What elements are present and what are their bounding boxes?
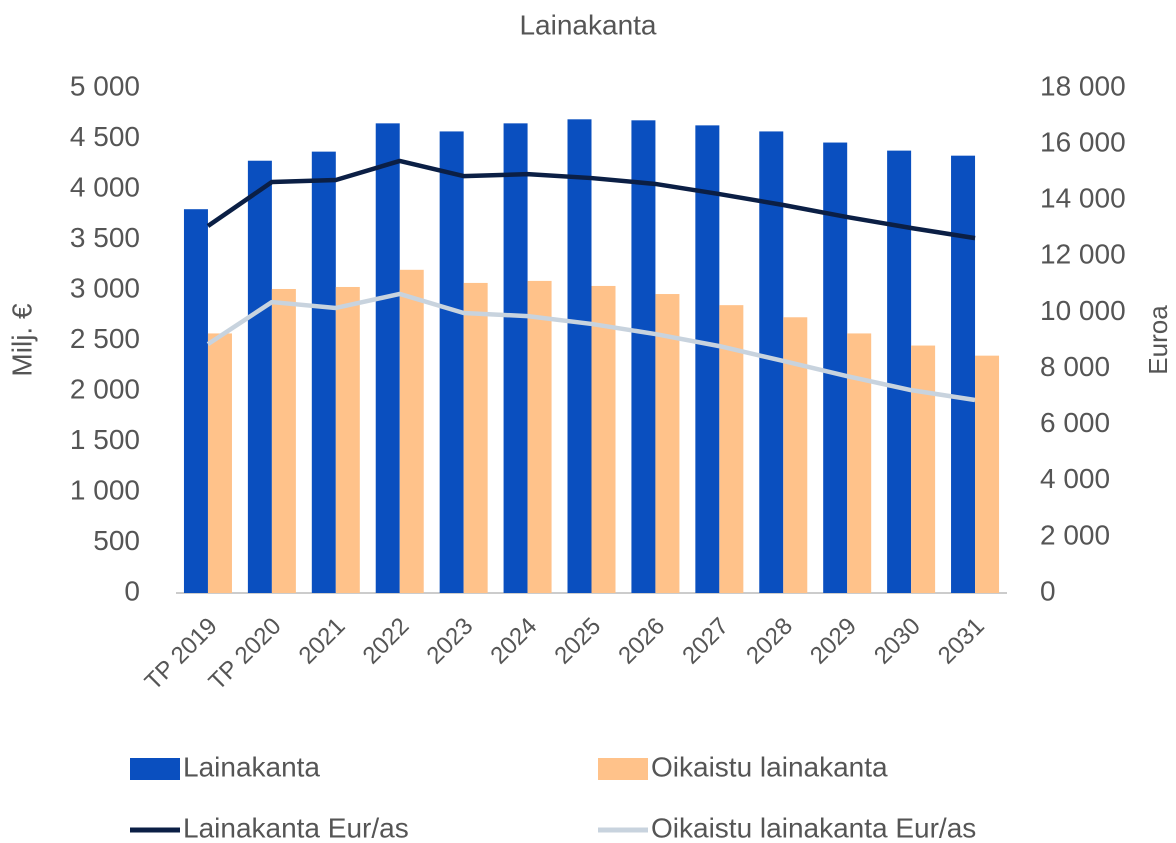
y2-tick-label: 16 000 [1040, 127, 1126, 158]
x-tick-label: 2022 [358, 613, 415, 670]
bar [887, 150, 912, 593]
y2-tick-label: 6 000 [1040, 407, 1110, 438]
x-tick-label: 2024 [485, 613, 542, 670]
bar [375, 123, 400, 593]
legend-label: Oikaistu lainakanta [651, 751, 888, 782]
x-tick-label: 2027 [677, 613, 734, 670]
y-tick-label: 2 500 [70, 323, 140, 354]
y2-tick-label: 10 000 [1040, 295, 1126, 326]
bar [463, 282, 488, 593]
y-tick-label: 2 000 [70, 373, 140, 404]
x-tick-label: 2021 [294, 613, 351, 670]
line [206, 291, 976, 403]
bar [951, 155, 976, 594]
bar [783, 317, 808, 593]
line [206, 158, 976, 241]
y2-tick-label: 18 000 [1040, 70, 1126, 101]
x-tick-label: TP 2020 [204, 613, 287, 696]
y-tick-label: 4 000 [70, 171, 140, 202]
x-tick-label: 2028 [741, 613, 798, 670]
legend-swatch [130, 758, 180, 780]
bar [311, 151, 336, 593]
legend-label: Lainakanta Eur/as [183, 812, 409, 843]
x-tick-label: 2023 [422, 613, 479, 670]
bar [591, 285, 616, 593]
bar [335, 286, 360, 593]
legend-label: Lainakanta [183, 751, 320, 782]
y2-tick-label: 2 000 [1040, 519, 1110, 550]
bar [183, 209, 208, 593]
bar [439, 131, 464, 593]
y2-tick-label: 0 [1040, 575, 1056, 606]
y-tick-label: 1 000 [70, 474, 140, 505]
bar [247, 160, 272, 593]
x-tick-label: 2030 [869, 613, 926, 670]
bar [503, 123, 528, 593]
bar [207, 333, 232, 593]
bar [719, 305, 744, 593]
x-tick-label: 2026 [613, 613, 670, 670]
y2-tick-label: 8 000 [1040, 351, 1110, 382]
legend-label: Oikaistu lainakanta Eur/as [651, 812, 976, 843]
y2-tick-label: 12 000 [1040, 239, 1126, 270]
bar [271, 288, 296, 593]
y-axis-title: Milj. € [6, 303, 37, 377]
bar [695, 125, 720, 594]
y2-tick-label: 14 000 [1040, 183, 1126, 214]
bar [399, 269, 424, 593]
y-tick-label: 5 000 [70, 70, 140, 101]
bar [527, 280, 552, 593]
x-tick-label: 2031 [933, 613, 990, 670]
y-tick-label: 3 500 [70, 222, 140, 253]
y2-axis-title: Euroa [1143, 305, 1173, 375]
y-tick-label: 1 500 [70, 424, 140, 455]
bar [823, 142, 848, 594]
y-tick-label: 500 [93, 525, 140, 556]
legend-swatch [598, 758, 648, 780]
bar [631, 120, 656, 593]
x-tick-label: 2025 [549, 613, 606, 670]
bar [567, 119, 592, 593]
y-tick-label: 3 000 [70, 272, 140, 303]
x-tick-label: 2029 [805, 613, 862, 670]
bar [975, 355, 1000, 593]
bar [847, 333, 872, 593]
y2-tick-label: 4 000 [1040, 463, 1110, 494]
chart-title: Lainakanta [519, 9, 656, 40]
bar [655, 294, 680, 593]
y-tick-label: 0 [124, 575, 140, 606]
y-tick-label: 4 500 [70, 121, 140, 152]
bar [911, 345, 936, 593]
